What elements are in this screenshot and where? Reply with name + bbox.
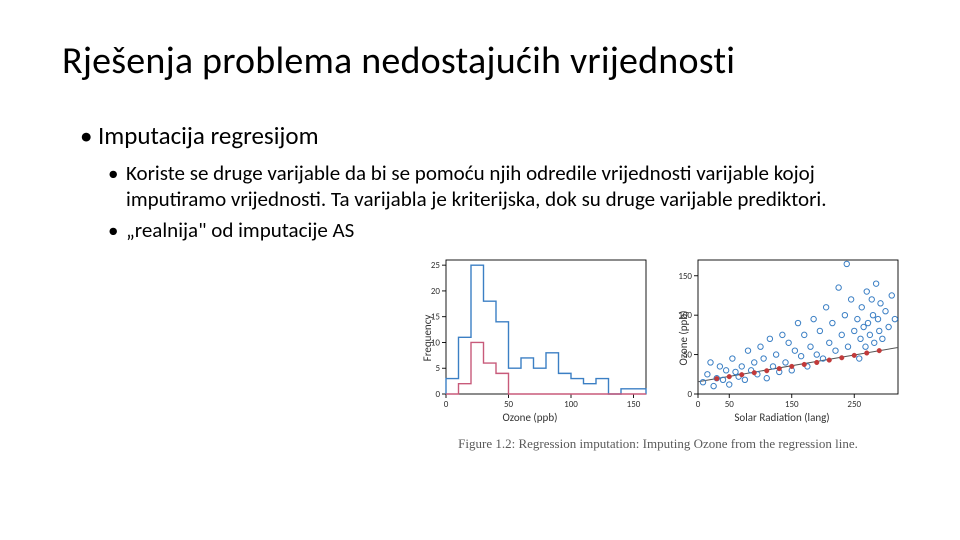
hist-xlabel: Ozone (ppb) — [408, 411, 652, 424]
svg-text:5: 5 — [435, 363, 440, 374]
svg-text:0: 0 — [696, 399, 701, 410]
scat-xlabel: Solar Radiation (lang) — [660, 411, 904, 424]
hist-ylabel: Frequency — [421, 315, 434, 362]
svg-text:150: 150 — [627, 399, 641, 410]
svg-text:25: 25 — [431, 260, 441, 271]
svg-text:20: 20 — [431, 286, 441, 297]
sub-bullet-group: Koriste se druge varijable da bi se pomo… — [80, 161, 898, 244]
histogram-svg: 0501001500510152025 — [408, 254, 652, 422]
svg-text:150: 150 — [678, 271, 692, 282]
slide: Rješenja problema nedostajućih vrijednos… — [0, 0, 960, 540]
svg-text:150: 150 — [785, 399, 799, 410]
bullet-level2: „realnija" od imputacije AS — [108, 218, 898, 244]
scatter-svg: 050150250050100150 — [660, 254, 904, 422]
svg-text:250: 250 — [847, 399, 861, 410]
bullet-list: Imputacija regresijom Koriste se druge v… — [62, 120, 898, 244]
svg-text:0: 0 — [687, 389, 692, 400]
bullet-level1: Imputacija regresijom — [80, 120, 898, 151]
svg-text:0: 0 — [444, 399, 449, 410]
svg-text:100: 100 — [564, 399, 578, 410]
figure-caption: Figure 1.2: Regression imputation: Imput… — [408, 436, 908, 452]
svg-text:0: 0 — [435, 389, 440, 400]
scat-ylabel: Ozone (ppb) — [677, 311, 690, 366]
figure-panel: 0501001500510152025 Frequency Ozone (ppb… — [408, 254, 908, 452]
page-title: Rješenja problema nedostajućih vrijednos… — [62, 38, 898, 84]
svg-text:50: 50 — [725, 399, 735, 410]
plots-row: 0501001500510152025 Frequency Ozone (ppb… — [408, 254, 908, 422]
histogram-plot: 0501001500510152025 Frequency Ozone (ppb… — [408, 254, 652, 422]
bullet-level2: Koriste se druge varijable da bi se pomo… — [108, 161, 898, 212]
scatter-plot: 050150250050100150 Ozone (ppb) Solar Rad… — [660, 254, 904, 422]
svg-text:50: 50 — [504, 399, 514, 410]
